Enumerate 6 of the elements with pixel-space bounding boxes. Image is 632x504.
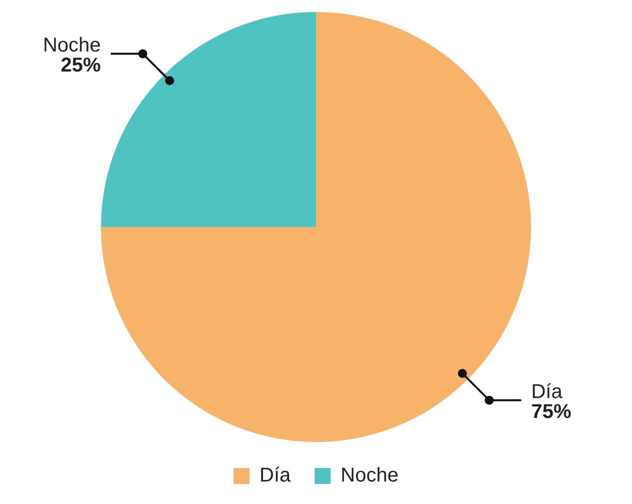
data-label: 25% — [60, 54, 101, 76]
legend-label: Día — [260, 464, 292, 487]
slice-label: Noche — [42, 34, 101, 56]
slice-label: Día — [531, 380, 564, 403]
data-label: 75% — [531, 400, 572, 423]
legend-label: Noche — [340, 464, 398, 487]
